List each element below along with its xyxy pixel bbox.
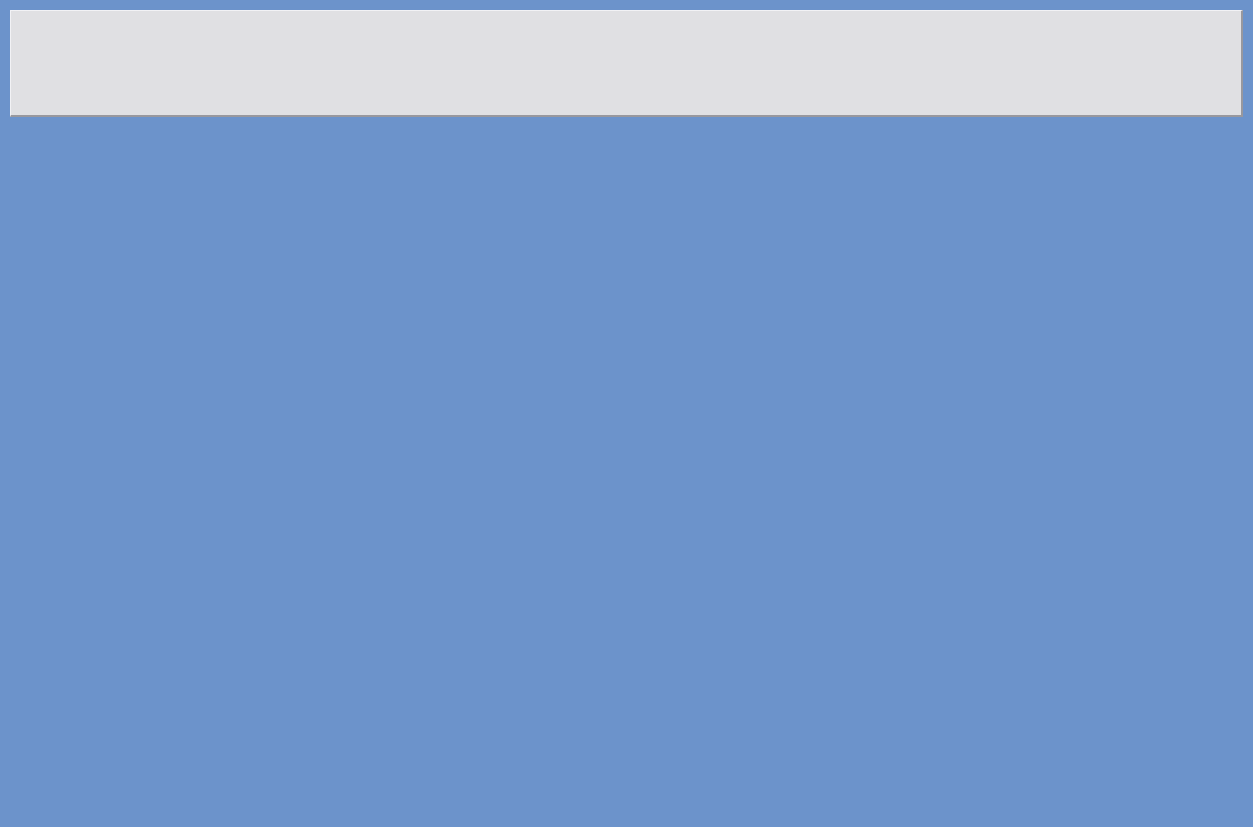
tour-info-panel [10, 10, 1243, 117]
